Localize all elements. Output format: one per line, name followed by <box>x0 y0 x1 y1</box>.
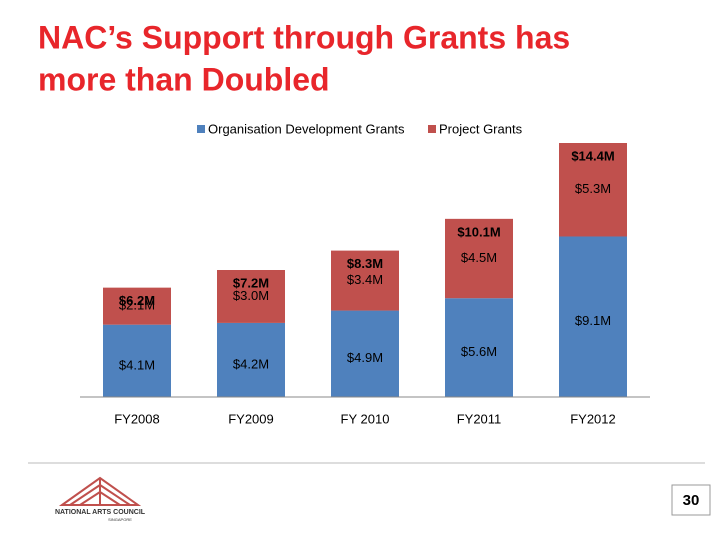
bar-segment <box>331 250 399 311</box>
title-line-2: more than Doubled <box>38 61 330 97</box>
legend-swatch <box>197 125 205 133</box>
bar-segment <box>217 322 285 397</box>
bar-segment <box>217 270 285 323</box>
x-tick-label: FY 2010 <box>341 411 390 426</box>
total-label: $6.2M <box>119 293 155 308</box>
x-tick-label: FY2009 <box>228 411 274 426</box>
total-label: $10.1M <box>457 224 500 239</box>
total-label: $14.4M <box>571 148 614 163</box>
page-number-box <box>671 484 711 516</box>
logo-subtext: SINGAPORE <box>108 517 132 522</box>
bar-segment <box>445 298 513 397</box>
bar-segment <box>559 143 627 237</box>
value-label: $4.9M <box>347 350 383 365</box>
total-label: $7.2M <box>233 275 269 290</box>
x-tick-label: FY2008 <box>114 411 160 426</box>
bar-segment <box>103 324 171 397</box>
logo <box>58 476 142 506</box>
x-tick-label: FY2012 <box>570 411 616 426</box>
value-label: $4.1M <box>119 357 155 372</box>
value-label: $5.6M <box>461 344 497 359</box>
title-line-1: NAC’s Support through Grants has <box>38 19 570 55</box>
value-label: $9.1M <box>575 313 611 328</box>
page-number: 30 <box>683 492 700 509</box>
value-label: $4.5M <box>461 250 497 265</box>
value-label: $3.0M <box>233 288 269 303</box>
value-label: $5.3M <box>575 181 611 196</box>
bar-segment <box>445 218 513 299</box>
logo-text: NATIONAL ARTS COUNCIL <box>55 509 146 516</box>
bar-segment <box>103 287 171 325</box>
x-tick-label: FY2011 <box>457 411 502 426</box>
bar-segment <box>559 236 627 397</box>
value-label: $4.2M <box>233 356 269 371</box>
bar-segment <box>331 310 399 397</box>
total-label: $8.3M <box>347 256 383 271</box>
value-label: $3.4M <box>347 272 383 287</box>
value-label: $2.1M <box>119 298 155 313</box>
legend-label: Project Grants <box>439 121 523 136</box>
legend-swatch <box>428 125 436 133</box>
legend-label: Organisation Development Grants <box>208 121 405 136</box>
